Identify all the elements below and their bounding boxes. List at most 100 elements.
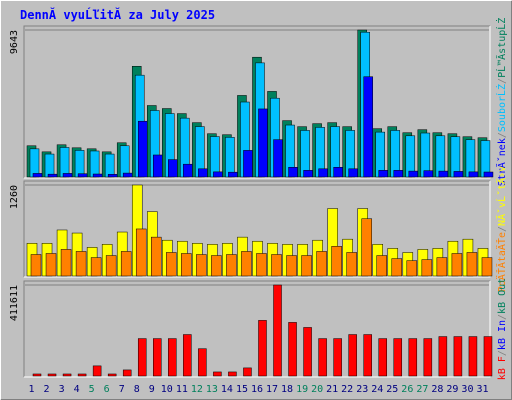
legend: kB F/kB In/kB Out: [497, 278, 508, 380]
x-tick-label: 20: [311, 384, 323, 395]
panel-border: [24, 26, 491, 179]
bar: [361, 218, 372, 277]
bar: [243, 367, 252, 377]
bar: [363, 334, 372, 377]
bar: [453, 171, 464, 178]
bar: [135, 228, 147, 277]
bar: [30, 254, 42, 277]
bar: [348, 168, 358, 178]
panel: [24, 281, 490, 377]
bar: [258, 108, 268, 178]
bar: [406, 260, 418, 277]
y-tick-label: 1260: [9, 185, 20, 209]
panel-border: [24, 281, 491, 378]
x-tick-label: 6: [104, 384, 110, 395]
x-tick-label: 31: [476, 384, 488, 395]
bar: [32, 373, 42, 377]
bar: [378, 338, 387, 377]
bar: [390, 130, 401, 178]
legend-separator: /: [497, 132, 508, 138]
panel-border: [23, 180, 490, 277]
x-tick-label: 17: [266, 384, 278, 395]
bar: [288, 322, 297, 377]
bar: [363, 76, 373, 178]
bar: [228, 371, 237, 377]
bar: [122, 369, 132, 377]
bar: [107, 174, 118, 178]
bar: [228, 171, 238, 178]
bar: [421, 259, 433, 277]
bar: [288, 167, 298, 178]
legend-separator: /: [497, 226, 508, 232]
bar: [465, 139, 476, 178]
legend-entry: PoÄŤĂ­taÄŤe: [495, 232, 508, 292]
x-tick-label: 7: [119, 384, 125, 395]
legend-entry: StrĂˇnek: [495, 138, 508, 186]
legend-separator: /: [497, 78, 508, 84]
legend-entry: SouborĹŻ: [495, 84, 508, 132]
bar: [47, 373, 57, 377]
bar: [423, 338, 433, 377]
bar: [166, 252, 177, 277]
x-tick-label: 22: [341, 384, 353, 395]
bar: [391, 258, 403, 277]
bar: [210, 136, 220, 178]
bar: [77, 373, 87, 377]
legend-entry: kB F: [497, 356, 508, 380]
bar: [333, 338, 342, 377]
bar: [211, 255, 222, 277]
bar: [47, 173, 58, 178]
bar: [480, 140, 491, 178]
bar: [378, 170, 388, 178]
bar: [75, 251, 87, 277]
x-tick-label: 26: [401, 384, 413, 395]
bar: [481, 257, 493, 277]
bar: [213, 171, 223, 178]
bar: [393, 338, 403, 377]
bar: [137, 338, 147, 377]
bar: [183, 334, 192, 377]
bar: [198, 168, 208, 178]
legend-entry: kB In: [497, 320, 508, 350]
bar: [32, 173, 43, 178]
x-tick-label: 27: [416, 384, 428, 395]
panel-border: [24, 181, 491, 278]
bar: [303, 170, 313, 178]
legend-separator: /: [497, 350, 508, 356]
bar: [77, 173, 88, 178]
bar: [405, 135, 416, 178]
bar: [153, 338, 162, 377]
x-tick-label: 12: [191, 384, 203, 395]
legend: PoÄŤĂ­taÄŤe/NĂˇvĹˇtÄ›v: [495, 166, 508, 292]
bar: [331, 246, 342, 277]
bar: [468, 336, 478, 377]
x-tick-label: 30: [461, 384, 473, 395]
bar: [104, 153, 115, 178]
bar: [393, 170, 404, 178]
bar: [318, 338, 327, 377]
bar: [243, 150, 253, 178]
bar: [241, 251, 252, 277]
bar: [196, 254, 207, 277]
x-tick-label: 10: [161, 384, 173, 395]
bar: [286, 255, 297, 277]
bar: [466, 252, 478, 277]
x-tick-label: 24: [371, 384, 383, 395]
bar: [74, 150, 85, 178]
bar: [183, 163, 193, 178]
x-tick-label: 29: [446, 384, 458, 395]
bar: [59, 147, 70, 178]
bar: [408, 170, 419, 178]
x-tick-label: 2: [44, 384, 50, 395]
chart-title: DennĂ­ vyuĹľitĂ­ za July 2025: [20, 7, 215, 22]
bar: [273, 284, 282, 377]
bar: [226, 254, 237, 277]
x-tick-label: 25: [386, 384, 398, 395]
bar: [168, 338, 177, 377]
x-tick-label: 28: [431, 384, 443, 395]
bar: [483, 171, 494, 178]
bar: [107, 373, 117, 377]
bar: [423, 170, 434, 178]
bar: [90, 257, 102, 277]
